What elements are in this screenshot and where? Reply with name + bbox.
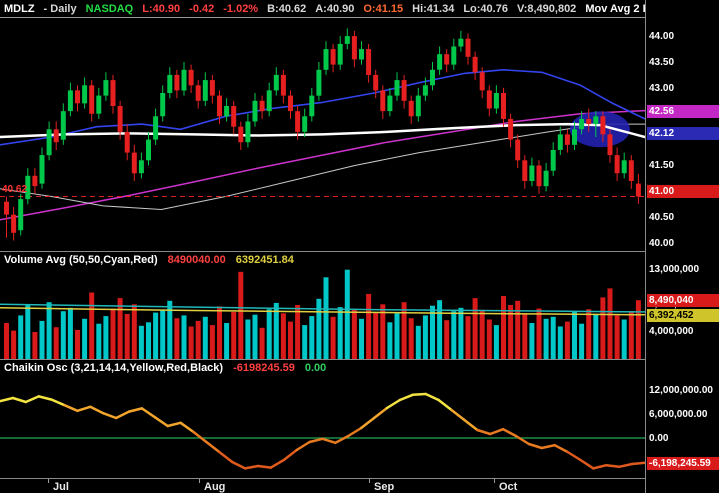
chaikin-axis-label: 0.00 [649, 433, 669, 444]
chaikin-panel[interactable]: Chaikin Osc (3,21,14,14,Yellow,Red,Black… [0, 359, 645, 479]
month-tick [494, 479, 495, 483]
month-label: Sep [374, 481, 395, 493]
volume-label: Volume Avg (50,50,Cyan,Red) 8490040.00 639… [4, 254, 294, 266]
header-field: -1.02% [223, 2, 259, 15]
volume-chart-canvas[interactable] [0, 252, 645, 360]
indicator-label-field: 8490040.00 [167, 254, 226, 266]
volume-panel[interactable]: Volume Avg (50,50,Cyan,Red) 8490040.00 639… [0, 251, 645, 360]
indicator-label-field: 6392451.84 [235, 254, 294, 266]
month-tick [199, 479, 200, 483]
header-field: B:40.62 [267, 2, 307, 15]
chaikin-axis-label: 6,000,000.00 [649, 409, 708, 420]
header-field: Lo:40.76 [463, 2, 508, 15]
bid-price-label: 40.62 [2, 183, 28, 195]
header-field: V:8,490,802 [516, 2, 577, 15]
ma-magenta [0, 109, 645, 221]
month-tick [369, 479, 370, 483]
month-tick [48, 479, 49, 483]
price-axis-label: 42.56 [647, 105, 719, 118]
price-axis-label: 40.50 [649, 212, 675, 223]
chaikin-label: Chaikin Osc (3,21,14,14,Yellow,Red,Black… [4, 362, 326, 374]
volume-axis-label: 6,392,452 [647, 309, 719, 322]
month-label: Aug [204, 481, 226, 493]
price-chart-canvas[interactable] [0, 18, 645, 251]
indicator-label-field: Volume Avg (50,50,Cyan,Red) [4, 254, 158, 266]
price-axis-label: 43.00 [649, 83, 675, 94]
time-axis[interactable]: Jul Aug Sep Oct [0, 478, 645, 493]
indicator-label-field: Chaikin Osc (3,21,14,14,Yellow,Red,Black… [4, 362, 224, 374]
header-field: - Daily [43, 2, 77, 15]
chart-header: MDLZ - Daily NASDAQ L:40.90 -0.42 -1.02% B:40.… [0, 0, 719, 18]
header-field: MDLZ [4, 2, 35, 15]
chaikin-chart-canvas[interactable] [0, 360, 645, 479]
price-axis-label: 40.00 [649, 238, 675, 249]
price-axis-label: 44.00 [649, 31, 675, 42]
price-axis-label: 42.12 [647, 127, 719, 140]
chaikin-axis-label: -6,198,245.59 [647, 457, 719, 470]
volume-avg-yellow [0, 307, 645, 316]
header-field: O:41.15 [363, 2, 404, 15]
month-label: Oct [499, 481, 518, 493]
chaikin-axis-label: 12,000,000.00 [649, 385, 713, 396]
month-label: Jul [53, 481, 69, 493]
price-axis-label: 41.00 [647, 185, 719, 198]
ma-white-thin [0, 123, 645, 210]
header-field: Hi:41.34 [412, 2, 455, 15]
volume-axis-label: 13,000,000 [649, 264, 700, 275]
header-field: A:40.90 [315, 2, 355, 15]
header-field: -0.42 [189, 2, 215, 15]
price-axis[interactable]: 44.00 43.50 43.00 42.56 42.12 41.50 41.00 40.50… [645, 0, 719, 493]
header-field: L:40.90 [142, 2, 181, 15]
volume-bars [4, 269, 641, 359]
chaikin-line [0, 392, 645, 470]
header-field: NASDAQ [85, 2, 134, 15]
annotation-circle [569, 111, 630, 148]
volume-axis-label: 4,000,000 [649, 326, 694, 337]
price-axis-label: 43.50 [649, 57, 675, 68]
volume-avg-cyan [0, 303, 645, 313]
price-axis-label: 41.50 [649, 160, 675, 171]
price-panel[interactable]: 40.62 [0, 18, 645, 251]
ma-200-white [0, 122, 645, 139]
indicator-label-field: 0.00 [304, 362, 327, 374]
volume-axis-label: 8,490,040 [647, 294, 719, 307]
candlestick-series [4, 28, 641, 241]
indicator-label-field: -6198245.59 [233, 362, 295, 374]
